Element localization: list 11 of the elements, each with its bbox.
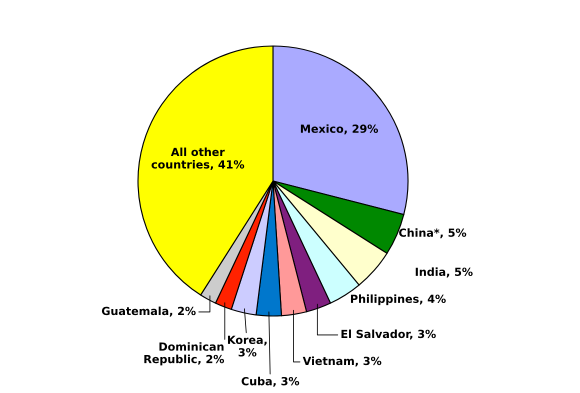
slice-label: India, 5%: [416, 267, 473, 278]
slice-label: Philippines, 4%: [350, 294, 446, 306]
slice-label: Korea, 3%: [228, 336, 267, 356]
slice-label: Guatemala, 2%: [102, 306, 196, 317]
slice-label: El Salvador, 3%: [342, 330, 436, 340]
slice-label: All other countries, 41%: [152, 148, 244, 170]
slice-label: Vietnam, 3%: [302, 356, 382, 367]
slice-label: Dominican Republic, 2%: [144, 342, 224, 366]
slice-label: Cuba, 3%: [242, 376, 300, 387]
slice-label: Mexico, 29%: [300, 124, 378, 134]
slice-label: China*, 5%: [399, 228, 466, 238]
